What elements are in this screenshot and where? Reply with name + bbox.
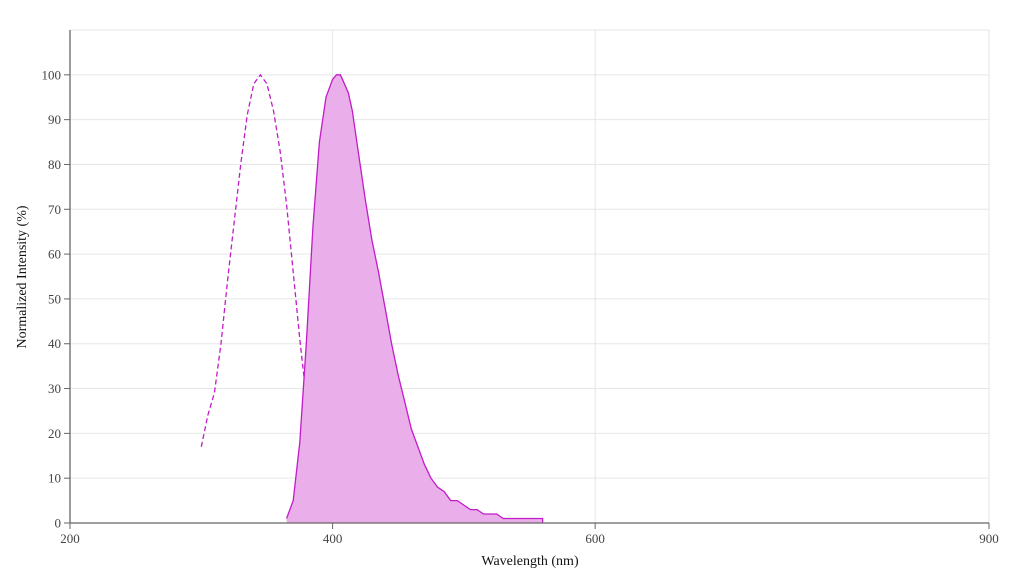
y-tick-label: 70 — [48, 202, 61, 217]
y-axis-label: Normalized Intensity (%) — [15, 205, 30, 348]
ticks: 0 10 20 30 40 50 60 70 80 90 100 200 400 600 900 — [42, 67, 999, 546]
x-tick-label: 400 — [323, 531, 343, 546]
y-tick-label: 0 — [55, 516, 62, 531]
axes — [69, 30, 989, 524]
y-tick-label: 20 — [48, 426, 61, 441]
y-tick-label: 30 — [48, 381, 61, 396]
x-tick-label: 600 — [585, 531, 605, 546]
x-axis-label: Wavelength (nm) — [481, 554, 579, 569]
y-tick-label: 10 — [48, 471, 61, 486]
y-tick-label: 80 — [48, 157, 61, 172]
emission-line — [285, 74, 544, 523]
emission-area — [286, 74, 543, 524]
series-layer — [200, 73, 544, 524]
y-tick-label: 90 — [48, 112, 61, 127]
x-tick-label: 200 — [60, 531, 80, 546]
y-tick-label: 50 — [48, 291, 61, 306]
x-tick-label: 900 — [979, 531, 999, 546]
y-tick-label: 100 — [42, 67, 62, 82]
y-tick-label: 60 — [48, 247, 61, 262]
grid — [70, 29, 990, 523]
y-tick-label: 40 — [48, 336, 61, 351]
